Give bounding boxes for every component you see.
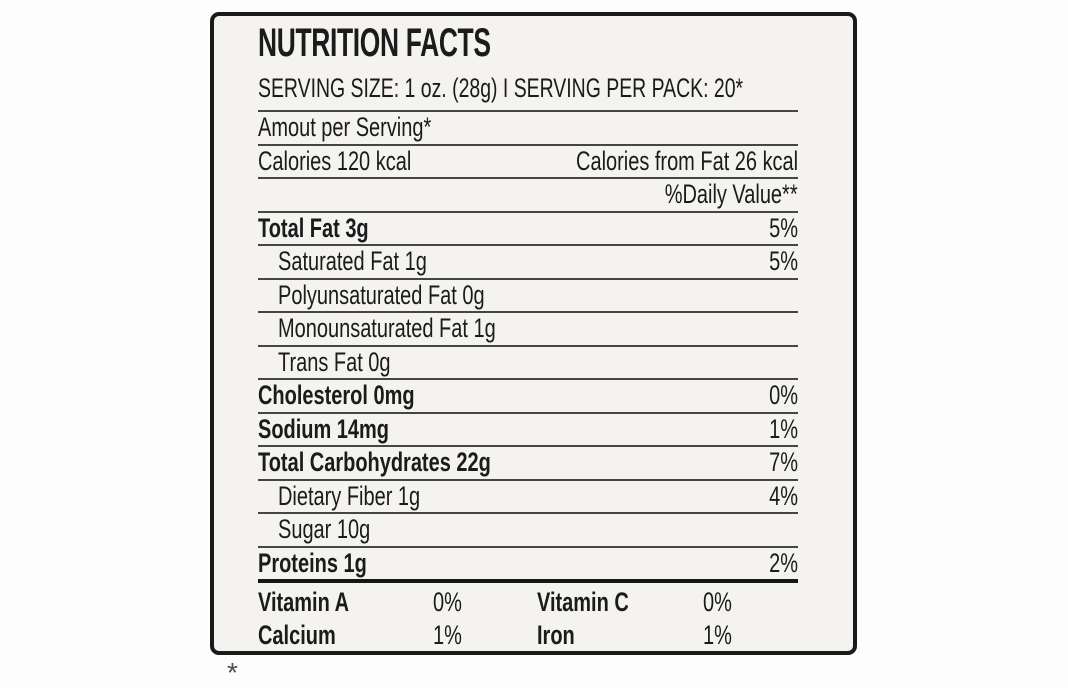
micronutrient-name-calcium: Calcium <box>258 620 336 650</box>
daily-value: 1% <box>769 413 798 444</box>
daily-value: 0% <box>769 380 798 410</box>
nutrient-row-polyunsaturated-fat: Polyunsaturated Fat 0g <box>258 279 798 313</box>
nutrient-row-proteins: Proteins 1g 2% <box>258 547 798 583</box>
nutrient-name: Total Carbohydrates 22g <box>258 447 491 477</box>
amount-per-serving-label: Amout per Serving* <box>258 112 432 142</box>
daily-value: 5% <box>769 212 798 243</box>
nutrient-name: Cholesterol 0mg <box>258 380 415 410</box>
footnote-fragment: * <box>227 657 238 688</box>
amount-per-serving-row: Amout per Serving* <box>258 112 798 146</box>
nutrient-row-monounsaturated-fat: Monounsaturated Fat 1g <box>258 313 798 347</box>
daily-value: 4% <box>769 480 798 511</box>
nutrient-name: Trans Fat 0g <box>278 346 391 377</box>
daily-value-header-row: %Daily Value** <box>258 179 798 213</box>
micronutrient-name-vitamin-c: Vitamin C <box>537 587 629 617</box>
nutrient-name: Dietary Fiber 1g <box>278 480 421 511</box>
calories-row: Calories 120 kcal Calories from Fat 26 k… <box>258 145 798 179</box>
label-title-row: NUTRITION FACTS <box>258 20 798 66</box>
calories-from-fat-label: Calories from Fat 26 kcal <box>575 145 798 176</box>
nutrient-row-dietary-fiber: Dietary Fiber 1g 4% <box>258 480 798 514</box>
calories-label: Calories 120 kcal <box>258 145 412 176</box>
nutrient-name: Proteins 1g <box>258 547 367 578</box>
micronutrient-value-vitamin-c: 0% <box>703 587 732 617</box>
nutrient-name: Saturated Fat 1g <box>278 246 427 276</box>
serving-info: SERVING SIZE: 1 oz. (28g) I SERVING PER … <box>258 73 744 103</box>
page-background: NUTRITION FACTS SERVING SIZE: 1 oz. (28g… <box>210 12 857 687</box>
nutrient-row-cholesterol: Cholesterol 0mg 0% <box>258 380 798 414</box>
nutrient-row-saturated-fat: Saturated Fat 1g 5% <box>258 246 798 280</box>
nutrient-name: Sugar 10g <box>278 514 371 544</box>
daily-value: 7% <box>769 447 798 477</box>
daily-value: 5% <box>769 246 798 276</box>
serving-info-row: SERVING SIZE: 1 oz. (28g) I SERVING PER … <box>258 66 798 112</box>
micronutrient-grid: Vitamin A 0% Vitamin C 0% Calcium 1% Iro… <box>258 586 798 652</box>
micronutrient-value-calcium: 1% <box>433 620 462 650</box>
micronutrient-name-vitamin-a: Vitamin A <box>258 587 350 617</box>
nutrient-name: Monounsaturated Fat 1g <box>278 313 496 343</box>
micronutrient-value-iron: 1% <box>703 620 732 650</box>
nutrient-row-total-carbohydrates: Total Carbohydrates 22g 7% <box>258 447 798 481</box>
label-title: NUTRITION FACTS <box>258 21 491 65</box>
daily-value-header: %Daily Value** <box>665 179 798 209</box>
nutrient-name: Total Fat 3g <box>258 212 369 243</box>
nutrient-row-sodium: Sodium 14mg 1% <box>258 413 798 447</box>
nutrient-row-sugar: Sugar 10g <box>258 514 798 548</box>
nutrient-name: Sodium 14mg <box>258 413 390 444</box>
nutrition-label: NUTRITION FACTS SERVING SIZE: 1 oz. (28g… <box>210 12 857 655</box>
nutrient-row-total-fat: Total Fat 3g 5% <box>258 212 798 246</box>
micronutrient-value-vitamin-a: 0% <box>433 587 462 617</box>
micronutrient-name-iron: Iron <box>537 620 575 650</box>
nutrient-name: Polyunsaturated Fat 0g <box>278 279 485 310</box>
nutrient-row-trans-fat: Trans Fat 0g <box>258 346 798 380</box>
daily-value: 2% <box>769 547 798 578</box>
